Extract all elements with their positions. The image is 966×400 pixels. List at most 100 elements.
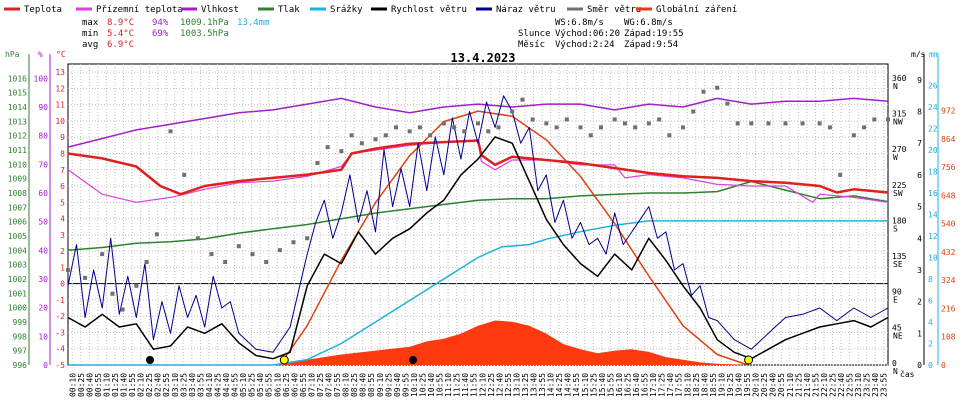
wind-dir-point <box>223 260 228 265</box>
wind-dir-point <box>277 248 282 253</box>
x-tick-label: 13:25 <box>521 373 530 397</box>
radiation-tick: 756 <box>941 163 956 172</box>
x-tick-label: 01:55 <box>128 373 137 397</box>
radiation-tick: 972 <box>941 107 956 116</box>
wind-dir-tick: 0 <box>892 359 897 368</box>
x-tick-label: 06:25 <box>282 373 291 397</box>
wind-dir-point <box>486 129 491 134</box>
x-tick-label: 14:10 <box>547 373 556 397</box>
pressure-axis-tick: 1008 <box>8 189 27 198</box>
temperature-axis-tick: 13 <box>55 68 65 77</box>
temperature-axis-tick: -5 <box>55 361 65 370</box>
stats-min-temp: 5.4°C <box>107 29 134 39</box>
temperature-axis-tick: 12 <box>55 84 65 93</box>
humidity-axis-tick: 30 <box>38 275 48 284</box>
x-tick-label: 00:40 <box>85 373 94 397</box>
wind-dir-point <box>209 252 214 257</box>
pressure-axis-tick: 1002 <box>8 275 27 284</box>
wind-dir-point <box>622 121 627 126</box>
pressure-axis-tick: 1009 <box>8 175 27 184</box>
x-tick-label: 15:25 <box>589 373 598 397</box>
rain-tick: 0 <box>928 361 933 370</box>
x-tick-label: 19:40 <box>735 373 744 397</box>
x-tick-label: 03:55 <box>196 373 205 397</box>
rain-tick: 12 <box>928 232 938 241</box>
x-tick-label: 10:40 <box>427 373 436 397</box>
wind-dir-point <box>383 133 388 138</box>
info-moon-set: Západ:9:54 <box>624 40 678 50</box>
x-tick-label: 18:10 <box>683 373 692 397</box>
pressure-axis-tick: 1000 <box>8 304 27 313</box>
pressure-axis-tick: 999 <box>13 318 28 327</box>
temperature-axis-tick: -4 <box>55 345 65 354</box>
humidity-axis-tick: 0 <box>43 361 48 370</box>
stats-max-hum: 94% <box>152 18 169 28</box>
x-tick-label: 10:10 <box>410 373 419 397</box>
x-tick-label: 08:10 <box>342 373 351 397</box>
wind-dir-compass: N <box>893 82 898 91</box>
rain-tick: 24 <box>928 103 938 112</box>
humidity-axis-tick: 80 <box>38 132 48 141</box>
x-tick-label: 09:25 <box>384 373 393 397</box>
x-tick-label: 11:55 <box>470 373 479 397</box>
wind-dir-tick: 180 <box>892 216 907 225</box>
wind-dir-point <box>633 125 638 130</box>
sun-marker <box>744 355 754 365</box>
wind-dir-point <box>701 89 706 94</box>
wind-dir-compass: W <box>893 153 898 162</box>
x-tick-label: 20:25 <box>760 373 769 397</box>
wind-dir-tick: 90 <box>892 288 902 297</box>
rain-tick: 2 <box>928 340 933 349</box>
x-tick-label: 22:55 <box>846 373 855 397</box>
x-tick-label: 02:10 <box>137 373 146 397</box>
temperature-axis-tick: 3 <box>60 231 65 240</box>
x-tick-label: 06:40 <box>290 373 299 397</box>
radiation-tick: 864 <box>941 135 956 144</box>
rain-tick: 16 <box>928 189 938 198</box>
legend-label-wind_speed: Rychlost větru <box>391 5 467 15</box>
wind-dir-tick: 225 <box>892 181 907 190</box>
wind-dir-compass: S <box>893 224 898 233</box>
x-tick-label: 02:40 <box>154 373 163 397</box>
x-tick-label: 15:40 <box>598 373 607 397</box>
wind-dir-point <box>800 121 805 126</box>
wind-dir-point <box>554 125 559 130</box>
legend-label-humidity: Vlhkost <box>201 5 239 15</box>
x-tick-label: 04:40 <box>222 373 231 397</box>
x-tick-label: 18:40 <box>700 373 709 397</box>
plot-area <box>66 85 890 366</box>
wind-dir-point <box>827 125 832 130</box>
wind-dir-point <box>462 129 467 134</box>
stats-max-temp: 8.9°C <box>107 18 134 28</box>
pressure-axis-tick: 998 <box>13 332 28 341</box>
x-tick-label: 17:25 <box>658 373 667 397</box>
pressure-axis-tick: 1006 <box>8 218 27 227</box>
rain-tick: 8 <box>928 275 933 284</box>
pressure-axis-tick: 1015 <box>8 89 27 98</box>
wind-dir-point <box>182 172 187 177</box>
x-tick-label: 11:25 <box>453 373 462 397</box>
info-moon-rise: Východ:2:24 <box>555 40 615 50</box>
wind-dir-point <box>349 133 354 138</box>
moon-marker <box>409 356 418 364</box>
temperature-axis-tick: -3 <box>55 328 65 337</box>
x-tick-label: 08:40 <box>359 373 368 397</box>
temperature-axis-tick: 6 <box>60 182 65 191</box>
x-tick-label: 05:40 <box>256 373 265 397</box>
wind-dir-point <box>851 133 856 138</box>
x-tick-label: 16:55 <box>641 373 650 397</box>
series-precipitation <box>68 220 888 366</box>
x-tick-label: 21:55 <box>811 373 820 397</box>
rain-tick: 6 <box>928 297 933 306</box>
x-tick-label: 11:40 <box>461 373 470 397</box>
radiation-tick: 0 <box>941 361 946 370</box>
pressure-axis-tick: 1004 <box>8 246 27 255</box>
wind-dir-point <box>305 236 310 241</box>
legend-label-temperature: Teplota <box>24 5 62 15</box>
pressure-axis-tick: 1012 <box>8 132 27 141</box>
x-tick-label: 20:40 <box>769 373 778 397</box>
x-tick-label: 13:10 <box>512 373 521 397</box>
x-tick-label: 16:25 <box>623 373 632 397</box>
x-tick-label: 00:10 <box>68 373 77 397</box>
pressure-axis-tick: 996 <box>13 361 28 370</box>
